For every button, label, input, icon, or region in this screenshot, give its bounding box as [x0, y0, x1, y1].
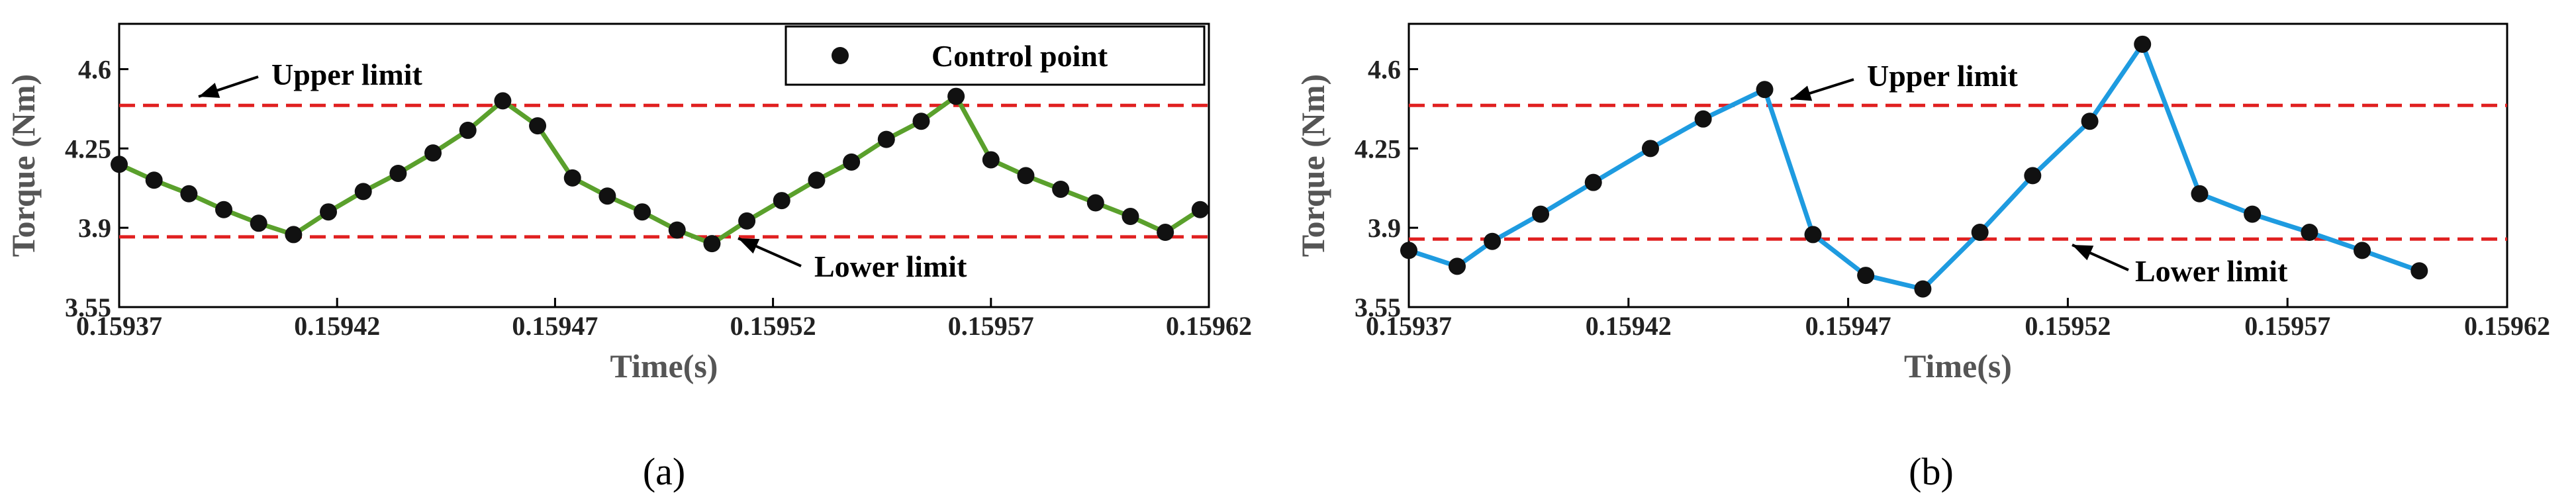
control-point-marker: [598, 187, 616, 205]
legend-box: [785, 25, 1206, 86]
y-axis-title: Torque (Nm): [5, 74, 42, 257]
y-tick-label: 3.9: [1368, 213, 1401, 243]
chart-panel-a: 3.55 3.9 4.25 4.6 0.15937 0.15942 0.15947 0.159…: [5, 23, 1252, 493]
upper-limit-arrow-head: [1791, 85, 1813, 101]
x-axis-title: Time(s): [610, 347, 718, 385]
control-point-marker: [2134, 35, 2152, 53]
x-tick-label: 0.15952: [2025, 311, 2111, 341]
control-point-marker: [877, 130, 895, 148]
control-point-marker: [424, 144, 442, 162]
control-point-marker: [1756, 81, 1774, 99]
control-point-marker: [1400, 242, 1417, 259]
control-point-marker: [2244, 205, 2262, 223]
control-point-marker: [2410, 262, 2428, 280]
control-point-marker: [145, 171, 163, 189]
y-axis-title: Torque (Nm): [1294, 74, 1331, 257]
control-point-marker: [947, 87, 965, 105]
control-point-marker: [1052, 180, 1070, 198]
control-point-marker: [1017, 167, 1035, 185]
control-point-marker: [634, 203, 651, 221]
control-point-marker: [1641, 140, 1659, 158]
control-point-marker: [1157, 224, 1174, 242]
control-point-marker: [1857, 267, 1875, 285]
control-point-marker: [1584, 173, 1602, 191]
control-point-marker: [1532, 205, 1550, 223]
y-tick-label: 3.55: [65, 293, 111, 322]
x-tick-label: 0.15942: [1586, 311, 1672, 341]
y-tick-label: 4.6: [78, 54, 111, 84]
control-point-marker: [1448, 257, 1466, 275]
legend-marker: [832, 47, 849, 64]
control-point-marker: [2354, 242, 2371, 259]
upper-limit-annotation: Upper limit: [1867, 59, 2019, 93]
control-point-marker: [668, 221, 686, 239]
control-point-marker: [320, 203, 338, 221]
plot-frame: [1407, 23, 2508, 308]
control-point-marker: [1804, 226, 1822, 244]
series-line: [118, 94, 1202, 246]
control-point-marker: [389, 164, 407, 182]
lower-limit-annotation: Lower limit: [2135, 254, 2288, 288]
y-tick-label: 4.25: [1355, 134, 1401, 163]
control-point-marker: [912, 113, 930, 130]
y-tick-label: 4.25: [65, 134, 111, 163]
chart-panel-b: 3.55 3.9 4.25 4.6 0.15937 0.15942 0.15947 0.159…: [1294, 23, 2550, 493]
panel-label: (a): [643, 450, 685, 493]
control-point-marker: [180, 185, 198, 203]
x-tick-label: 0.15962: [2464, 311, 2550, 341]
control-point-marker: [1484, 232, 1502, 250]
lower-limit-arrow-head: [2072, 245, 2094, 261]
x-tick-label: 0.15962: [1166, 311, 1252, 341]
control-point-marker: [843, 153, 861, 171]
x-tick-label: 0.15957: [948, 311, 1034, 341]
series-line: [1407, 42, 2420, 292]
x-tick-label: 0.15937: [76, 311, 162, 341]
control-point-marker: [215, 201, 233, 218]
lower-limit-annotation: Lower limit: [814, 250, 967, 283]
legend-label: Control point: [931, 39, 1108, 73]
control-point-marker: [738, 212, 756, 230]
x-tick-label: 0.15952: [730, 311, 816, 341]
x-tick-label: 0.15947: [512, 311, 598, 341]
control-point-marker: [1086, 194, 1104, 212]
upper-limit-arrow-head: [199, 83, 220, 98]
control-point-marker: [1971, 224, 1989, 242]
control-point-marker: [1191, 201, 1209, 218]
control-point-marker: [808, 171, 826, 189]
y-tick-label: 3.9: [78, 213, 111, 243]
control-point-marker: [2191, 185, 2209, 203]
control-point-marker: [703, 235, 721, 253]
control-point-marker: [285, 226, 303, 244]
upper-limit-annotation: Upper limit: [271, 58, 423, 91]
control-point-marker: [494, 92, 512, 110]
x-tick-label: 0.15957: [2244, 311, 2330, 341]
control-point-marker: [2301, 224, 2318, 242]
control-point-marker: [1914, 280, 1932, 298]
control-point-marker: [111, 156, 128, 173]
control-point-marker: [773, 192, 790, 210]
control-point-marker: [982, 151, 1000, 169]
lower-limit-arrow-head: [738, 238, 760, 254]
control-point-marker: [2081, 113, 2099, 130]
control-point-marker: [459, 121, 477, 139]
panel-label: (b): [1909, 450, 1954, 493]
y-tick-label: 3.55: [1355, 293, 1401, 322]
x-tick-label: 0.15947: [1805, 311, 1891, 341]
control-point-marker: [529, 117, 547, 135]
control-point-marker: [250, 214, 267, 232]
legend: Control point: [785, 25, 1206, 86]
control-point-marker: [2024, 167, 2042, 185]
control-point-marker: [563, 169, 581, 187]
x-axis-title: Time(s): [1904, 347, 2012, 385]
control-point-marker: [354, 183, 372, 201]
control-point-marker: [1121, 208, 1139, 226]
control-point-marker: [1694, 110, 1712, 128]
x-tick-label: 0.15942: [294, 311, 380, 341]
y-tick-label: 4.6: [1368, 54, 1401, 84]
x-tick-label: 0.15937: [1366, 311, 1452, 341]
